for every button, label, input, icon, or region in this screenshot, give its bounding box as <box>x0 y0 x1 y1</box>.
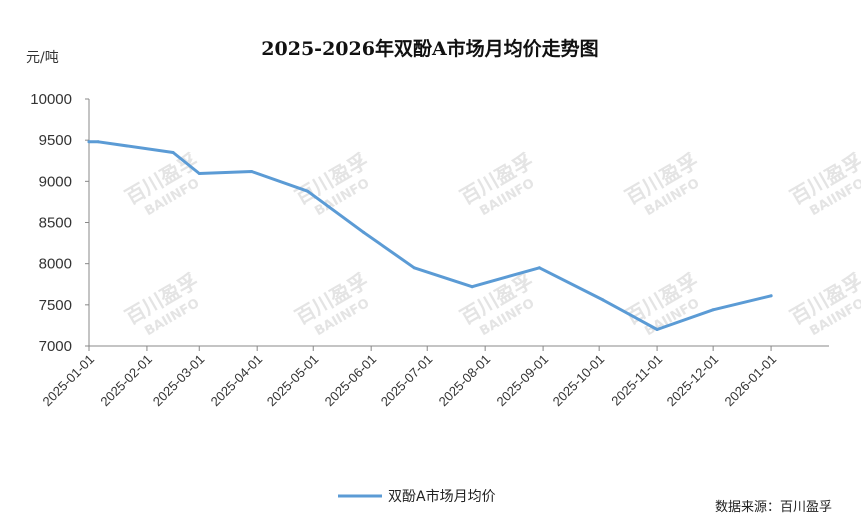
legend: 双酚A市场月均价 <box>338 488 496 505</box>
x-tick-label: 2025-07-01 <box>378 352 436 410</box>
data-point <box>306 189 310 193</box>
data-point <box>601 298 605 302</box>
data-point <box>171 151 175 154</box>
y-tick-label: 8500 <box>39 215 72 232</box>
x-tick-label: 2025-10-01 <box>550 352 608 410</box>
y-tick-label: 8000 <box>39 256 72 273</box>
data-point <box>250 170 254 173</box>
x-tick-label: 2025-04-01 <box>208 352 266 410</box>
x-tick-label: 2025-09-01 <box>494 352 552 410</box>
legend-label: 双酚A市场月均价 <box>388 488 496 505</box>
y-ticks: 10000 9500 9000 8500 8000 7500 7000 <box>30 91 89 355</box>
series <box>87 140 773 331</box>
x-tick-label: 2025-06-01 <box>322 352 380 410</box>
data-point <box>537 266 541 270</box>
data-point <box>87 140 91 144</box>
x-tick-label: 2025-11-01 <box>608 352 665 409</box>
data-point <box>412 266 416 270</box>
x-tick-label: 2026-01-01 <box>722 352 780 410</box>
chart-title: 2025-2026年双酚A市场月均价走势图 <box>261 37 598 60</box>
data-point <box>711 308 715 312</box>
y-tick-label: 10000 <box>30 91 72 108</box>
x-tick-label: 2025-03-01 <box>150 352 208 410</box>
data-point <box>655 328 659 331</box>
y-axis-unit: 元/吨 <box>26 50 59 66</box>
x-tick-label: 2025-12-01 <box>664 352 722 410</box>
data-point <box>769 294 773 298</box>
data-point <box>470 285 474 289</box>
source-note: 数据来源：百川盈孚 <box>715 500 832 515</box>
x-tick-label: 2025-01-01 <box>39 352 97 410</box>
y-tick-label: 7500 <box>39 297 72 314</box>
y-tick-label: 9000 <box>39 173 72 190</box>
y-tick-label: 9500 <box>39 132 72 149</box>
x-tick-label: 2025-02-01 <box>97 352 155 410</box>
x-tick-label: 2025-08-01 <box>436 352 494 410</box>
y-tick-label: 7000 <box>39 338 72 355</box>
data-point <box>362 230 366 234</box>
series-line <box>87 140 773 331</box>
x-tick-label: 2025-05-01 <box>264 352 322 410</box>
data-point <box>197 172 201 175</box>
data-point <box>96 140 100 144</box>
